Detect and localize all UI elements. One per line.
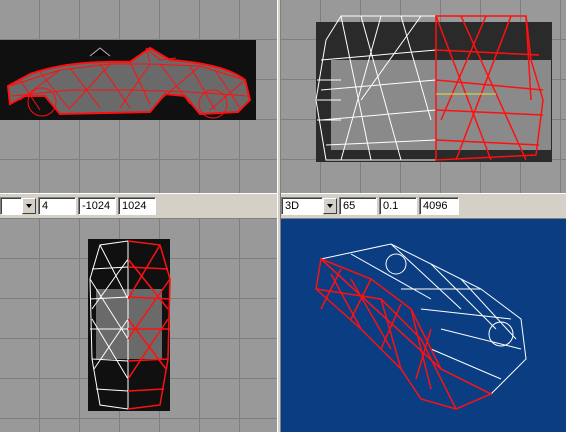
range-min-field[interactable]: -1024 — [78, 197, 116, 215]
perspective-car-wireframe — [315, 243, 527, 410]
left-viewport-toolbar: 4 -1024 1024 — [0, 193, 277, 219]
near-clip-field[interactable]: 0.1 — [379, 197, 417, 215]
fov-field[interactable]: 65 — [339, 197, 377, 215]
grid-size-field[interactable]: 4 — [38, 197, 76, 215]
top-car-wireframe — [88, 239, 171, 411]
far-clip-field[interactable]: 4096 — [419, 197, 459, 215]
perspective-viewport[interactable] — [281, 219, 566, 432]
projection-mode-select[interactable]: 3D — [281, 197, 323, 215]
front-viewport[interactable] — [281, 0, 566, 193]
view-mode-select[interactable] — [0, 197, 22, 215]
view-mode-dropdown-button[interactable] — [22, 198, 36, 214]
viewport-splitter[interactable] — [277, 0, 281, 432]
side-car-wireframe — [0, 40, 256, 120]
side-viewport[interactable] — [0, 0, 277, 193]
range-max-field[interactable]: 1024 — [118, 197, 156, 215]
projection-dropdown-button[interactable] — [323, 198, 337, 214]
front-car-wireframe — [315, 15, 552, 162]
right-viewport-toolbar: 3D 65 0.1 4096 — [281, 193, 566, 219]
top-viewport[interactable] — [0, 219, 277, 432]
